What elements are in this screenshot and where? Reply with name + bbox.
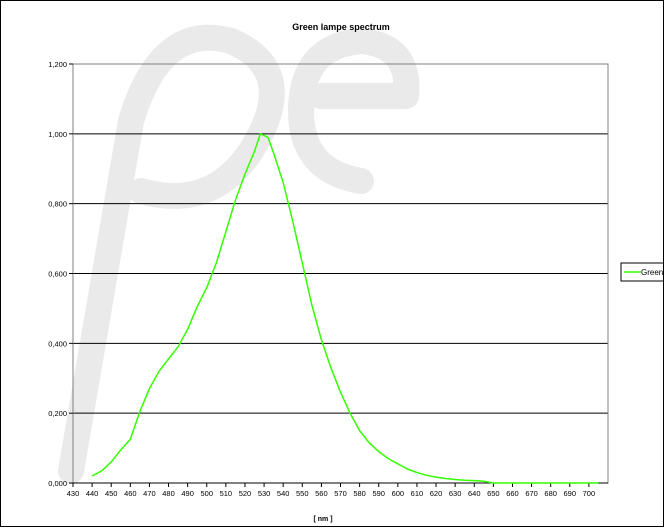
y-tick-label: 0,400 [48, 339, 67, 348]
x-tick-label: 550 [296, 489, 309, 498]
x-tick-label: 480 [162, 489, 175, 498]
legend: Green [620, 262, 663, 282]
x-axis-label: [ nm ] [313, 516, 332, 523]
legend-box [620, 262, 663, 282]
y-tick-label: 0,800 [48, 200, 67, 209]
chart-title: Green lampe spectrum [292, 22, 390, 32]
x-tick-label: 510 [220, 489, 233, 498]
x-tick-label: 490 [181, 489, 194, 498]
x-tick-label: 620 [430, 489, 443, 498]
x-tick-label: 590 [372, 489, 385, 498]
x-tick-label: 700 [583, 489, 596, 498]
y-tick-label: 0,200 [48, 409, 67, 418]
x-tick-label: 580 [353, 489, 366, 498]
x-tick-label: 530 [258, 489, 271, 498]
watermark [58, 24, 420, 484]
x-tick-label: 600 [392, 489, 405, 498]
legend-label-green: Green [641, 268, 663, 277]
x-tick-label: 690 [564, 489, 577, 498]
grid [73, 63, 608, 414]
x-tick-label: 470 [143, 489, 156, 498]
y-tick-label: 1,200 [48, 60, 67, 69]
x-tick-label: 560 [315, 489, 328, 498]
x-tick-label: 610 [411, 489, 424, 498]
x-tick-label: 660 [506, 489, 519, 498]
x-tick-label: 680 [544, 489, 557, 498]
y-tick-label: 0,000 [48, 479, 67, 488]
x-tick-label: 500 [200, 489, 213, 498]
x-tick-label: 640 [468, 489, 481, 498]
x-tick-label: 630 [449, 489, 462, 498]
x-tick-label: 650 [487, 489, 500, 498]
y-tick-label: 1,000 [48, 130, 67, 139]
x-axis-ticks: 430 440 450 460 470 480 490 500 510 520 530 540 550 5… [67, 482, 608, 498]
x-tick-label: 430 [67, 489, 80, 498]
series-line-green [91, 133, 599, 484]
x-tick-label: 450 [105, 489, 118, 498]
x-tick-label: 670 [525, 489, 538, 498]
series-group [91, 133, 599, 484]
x-tick-label: 460 [124, 489, 137, 498]
x-tick-label: 540 [277, 489, 290, 498]
x-tick-label: 440 [86, 489, 99, 498]
x-tick-label: 570 [334, 489, 347, 498]
y-axis-ticks: 0,000 0,200 0,400 0,600 0,800 1,000 1,200 [48, 60, 73, 488]
x-tick-label: 520 [239, 489, 252, 498]
y-tick-label: 0,600 [48, 270, 67, 279]
